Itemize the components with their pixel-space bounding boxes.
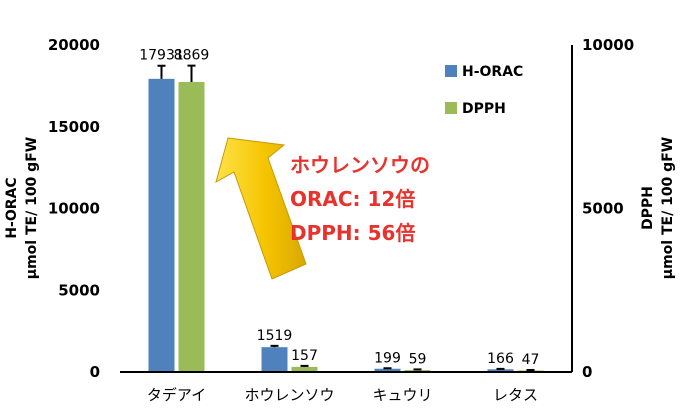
y-left-tick-label: 10000	[48, 200, 100, 218]
bar-dpph	[178, 81, 205, 372]
bar-h-orac	[374, 368, 401, 372]
data-label: 1519	[257, 328, 293, 344]
category-label: ホウレンソウ	[244, 386, 334, 404]
category-labels-group: タデアイ ホウレンソウ キュウリ レタス	[147, 386, 538, 404]
y-right-axis-title-line1: DPPH	[640, 186, 656, 230]
legend-swatch-dpph	[445, 102, 457, 114]
bar-h-orac	[487, 369, 514, 372]
y-right-tick-label: 0	[582, 363, 592, 381]
y-left-axis-title-line2: µmol TE/ 100 gFW	[24, 137, 40, 279]
data-label: 59	[409, 351, 427, 367]
data-label: 166	[487, 351, 514, 367]
y-right-tick-label: 10000	[582, 36, 634, 54]
bar-h-orac	[261, 347, 288, 372]
y-right-axis-title-line2: µmol TE/ 100 gFW	[660, 137, 676, 279]
y-left-ticks: 0 5000 10000 15000 20000	[48, 36, 100, 381]
bar-dpph	[291, 366, 318, 372]
category-label: レタス	[493, 386, 538, 404]
annotation-arrow-icon	[215, 137, 307, 280]
bars-group	[148, 64, 544, 372]
data-label: 47	[522, 352, 540, 368]
y-left-axis-title-line1: H-ORAC	[4, 177, 20, 238]
annotation-line3: DPPH: 56倍	[290, 221, 415, 245]
bar-h-orac	[148, 78, 175, 372]
y-left-tick-label: 5000	[58, 281, 100, 299]
data-label: 17931	[139, 48, 184, 64]
annotation-line1: ホウレンソウの	[290, 153, 430, 177]
data-label: 157	[291, 348, 318, 364]
y-left-tick-label: 15000	[48, 118, 100, 136]
legend-swatch-h-orac	[445, 65, 457, 77]
annotation-line2: ORAC: 12倍	[290, 187, 415, 211]
legend-label-dpph: DPPH	[462, 101, 506, 117]
y-right-ticks: 0 5000 10000	[582, 36, 634, 381]
category-label: キュウリ	[372, 386, 432, 404]
legend-label-h-orac: H-ORAC	[462, 64, 523, 80]
data-label: 8869	[174, 48, 210, 64]
category-label: タデアイ	[147, 386, 206, 404]
legend: H-ORAC DPPH	[445, 64, 523, 117]
y-right-tick-label: 5000	[582, 200, 624, 218]
y-left-tick-label: 20000	[48, 36, 100, 54]
y-left-tick-label: 0	[90, 363, 100, 381]
data-label: 199	[374, 350, 401, 366]
